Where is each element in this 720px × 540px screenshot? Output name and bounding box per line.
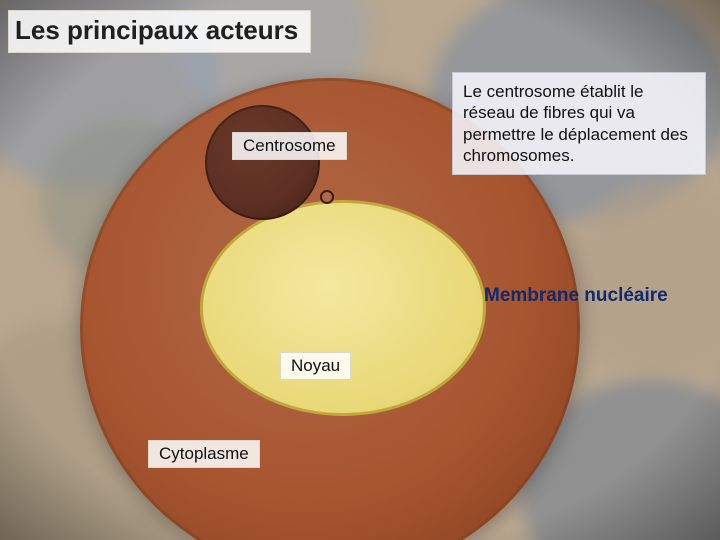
nucleus-shape	[200, 200, 486, 416]
page-title: Les principaux acteurs	[15, 15, 298, 45]
label-centrosome: Centrosome	[232, 132, 347, 160]
label-membrane-text: Membrane nucléaire	[484, 285, 668, 306]
centrosome-center-dot	[320, 190, 334, 204]
label-noyau: Noyau	[280, 352, 351, 380]
label-cytoplasme-text: Cytoplasme	[159, 444, 249, 463]
diagram-stage: Les principaux acteurs Les principaux ac…	[0, 0, 720, 540]
label-membrane-nucleaire: Membrane nucléaire	[484, 285, 668, 307]
centrosome-shape	[205, 105, 320, 220]
label-noyau-text: Noyau	[291, 356, 340, 375]
info-text: Le centrosome établit le réseau de fibre…	[463, 82, 688, 165]
label-cytoplasme: Cytoplasme	[148, 440, 260, 468]
title-box: Les principaux acteurs Les principaux ac…	[8, 10, 311, 53]
label-centrosome-text: Centrosome	[243, 136, 336, 155]
info-box: Le centrosome établit le réseau de fibre…	[452, 72, 706, 175]
